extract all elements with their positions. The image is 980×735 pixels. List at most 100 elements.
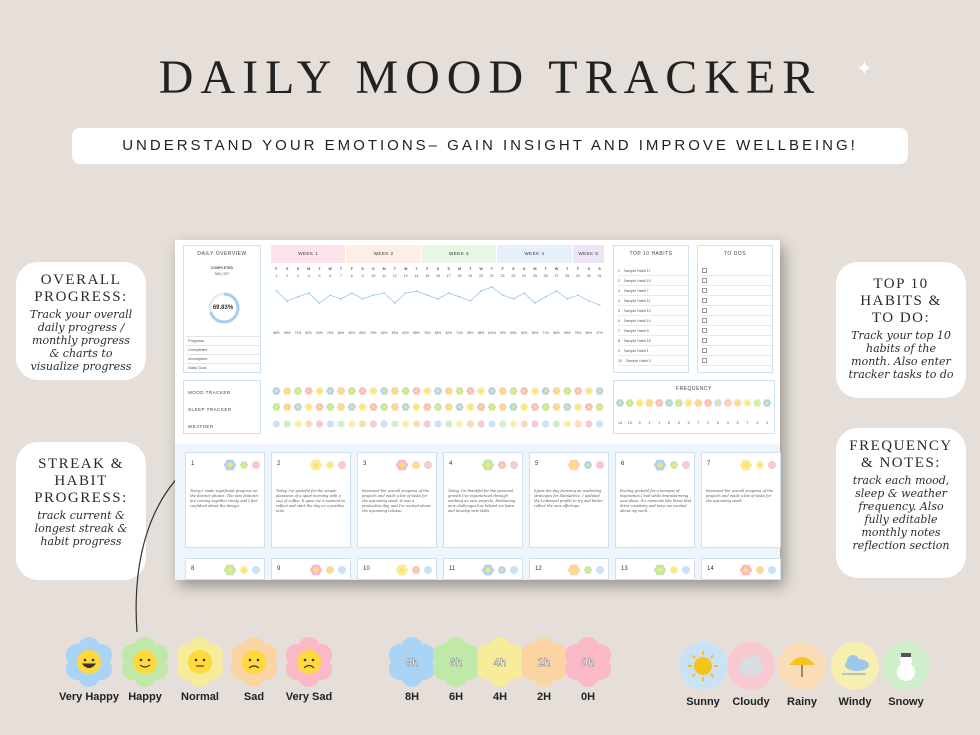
progress-percent: 71%: [456, 331, 463, 335]
weather-dot-icon: [283, 420, 291, 428]
day-note-card[interactable]: 8: [185, 558, 265, 580]
mood-legend-normal: Normal: [170, 636, 230, 703]
day-number: 12: [392, 274, 397, 278]
day-note-card[interactable]: 1 Today I made significant progress on th…: [185, 452, 265, 548]
day-note-card[interactable]: 9: [271, 558, 351, 580]
streak-text: track current & longest streak & habit p…: [34, 509, 128, 548]
progress-percent: 88%: [413, 331, 420, 335]
day-note-text[interactable]: Today, I'm thankful for the personal gro…: [448, 489, 516, 513]
progress-percent: 59%: [283, 331, 291, 335]
progress-point: [318, 302, 321, 304]
day-note-card[interactable]: 2 Today, I'm grateful for the simple plea…: [271, 452, 351, 548]
day-number: 17: [446, 274, 451, 278]
todo-checkbox[interactable]: [702, 338, 707, 343]
day-note-card[interactable]: 10: [357, 558, 437, 580]
todo-checkbox[interactable]: [702, 328, 707, 333]
top-habit-row: 2 Sample Habit 15: [618, 276, 688, 286]
day-note-mood-icons: [396, 564, 432, 576]
day-note-text[interactable]: Reviewed the overall progress of the pro…: [362, 489, 431, 513]
day-letter: M: [533, 267, 537, 271]
day-letter: T: [393, 267, 396, 271]
weather-legend-label: Rainy: [787, 696, 817, 708]
mood-legend-sad-icon: [230, 637, 278, 687]
day-note-card[interactable]: 4 Today, I'm thankful for the personal gr…: [443, 452, 523, 548]
week-header-cell: WEEK 5: [572, 245, 604, 263]
day-mood-flower-icon: [482, 459, 494, 471]
top-habit-rank: 10: [618, 358, 622, 363]
mood-flower-icon: [455, 387, 464, 395]
day-mood-flower-icon: [568, 459, 580, 471]
weather-dot-icon: [348, 420, 356, 428]
progress-point: [523, 292, 526, 295]
progress-point: [555, 290, 558, 292]
mood-flower-icon: [530, 387, 539, 395]
top-habit-rank: 6: [618, 318, 620, 323]
day-note-card[interactable]: 12: [529, 558, 609, 580]
day-note-number: 6: [621, 461, 625, 467]
mood-flower-icon: [390, 387, 399, 395]
day-note-card[interactable]: 13: [615, 558, 695, 580]
mood-flower-icon: [347, 387, 356, 395]
day-number: 18: [457, 274, 462, 278]
day-note-text[interactable]: Today I made significant progress on the…: [190, 489, 259, 508]
day-letter: F: [501, 267, 504, 271]
day-number: 21: [489, 274, 494, 278]
day-number: 3: [296, 274, 299, 278]
day-sleep-flower-icon: [412, 461, 420, 469]
progress-percent: 65%: [564, 331, 571, 335]
day-weather-icon: [424, 566, 432, 574]
day-note-text[interactable]: Feeling grateful for a moment of inspira…: [620, 489, 692, 513]
todo-checkbox[interactable]: [702, 308, 707, 313]
progress-percent: 65%: [359, 331, 366, 335]
day-note-text[interactable]: Today, I'm grateful for the simple pleas…: [276, 489, 345, 513]
sleep-hours-text: 4h: [494, 657, 507, 669]
todo-checkbox[interactable]: [702, 298, 707, 303]
day-letter: S: [372, 267, 375, 271]
day-weather-icon: [682, 461, 690, 469]
sleep-flower-icon: [337, 403, 346, 411]
progress-point: [544, 295, 547, 298]
day-note-number: 12: [535, 566, 542, 572]
todo-checkbox[interactable]: [702, 358, 707, 363]
progress-percent: 65%: [510, 331, 517, 335]
mood-legend-sad: Sad: [224, 636, 284, 703]
day-note-card[interactable]: 5 Spent the day focusing on marketing str…: [529, 452, 609, 548]
sleep-flower-icon: [401, 403, 410, 411]
day-note-text[interactable]: Reviewed the overall progress of the pro…: [706, 489, 774, 503]
sleep-legend-6h-label: 6H: [448, 691, 464, 703]
weather-dot-icon: [369, 420, 377, 428]
progress-percent: 82%: [520, 331, 528, 335]
top-habit-name: Sample Habit 17: [624, 268, 651, 273]
todo-checkbox[interactable]: [702, 318, 707, 323]
sleep-flower-icon: [574, 403, 583, 411]
day-note-card[interactable]: 3 Reviewed the overall progress of the pr…: [357, 452, 437, 548]
sleep-hours-text: 0h: [582, 657, 595, 669]
day-note-card[interactable]: 6 Feeling grateful for a moment of inspir…: [615, 452, 695, 548]
weather-dot-icon: [455, 420, 464, 428]
day-number: 14: [414, 274, 419, 278]
streak-heading: STREAK & HABIT PROGRESS:: [34, 456, 128, 506]
progress-point: [329, 294, 332, 297]
week-header-cell: WEEK 2: [346, 245, 421, 263]
day-letter: S: [522, 267, 526, 271]
day-mood-flower-icon: [740, 564, 752, 576]
todo-checkbox[interactable]: [702, 268, 707, 273]
weather-dot-icon: [412, 420, 421, 428]
day-mood-flower-icon: [654, 564, 666, 576]
day-note-text[interactable]: Spent the day focusing on marketing stra…: [534, 489, 604, 508]
day-sleep-flower-icon: [326, 461, 334, 469]
todo-checkbox[interactable]: [702, 348, 707, 353]
todo-checkbox[interactable]: [702, 278, 707, 283]
day-note-card[interactable]: 11: [443, 558, 523, 580]
top-habits-panel: TOP 10 HABITS 1 Sample Habit 17 2 Sample Ha…: [613, 245, 689, 373]
frequency-count: 4: [726, 421, 729, 425]
day-weather-icon: [768, 566, 776, 574]
mood-legend-happy: Happy: [115, 636, 175, 703]
day-note-card[interactable]: 14: [701, 558, 781, 580]
day-note-card[interactable]: 7 Reviewed the overall progress of the pr…: [701, 452, 781, 548]
progress-percent: 65%: [434, 331, 442, 335]
top-habit-row: 10 Sample Habit 3: [618, 356, 688, 366]
tracker-labels-panel: MOOD TRACKER SLEEP TRACKER WEATHER: [183, 380, 261, 434]
day-number: 11: [382, 274, 386, 278]
todo-checkbox[interactable]: [702, 288, 707, 293]
